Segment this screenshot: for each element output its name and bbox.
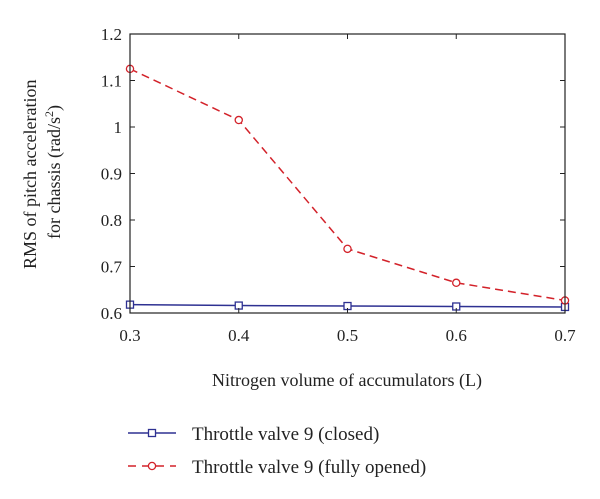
x-tick-label: 0.5 — [337, 326, 358, 345]
x-tick-label: 0.4 — [228, 326, 250, 345]
y-tick-label: 1.2 — [101, 25, 122, 44]
plot-marks — [125, 64, 570, 312]
tick-labels: 0.3 0.4 0.5 0.6 0.7 0.6 0.7 0.8 0.9 1 1.1 1.2 — [101, 25, 576, 345]
y-axis-label-line1: RMS of pitch acceleration — [20, 80, 40, 269]
y-axis-label: RMS of pitch acceleration for chassis (r… — [20, 75, 65, 269]
y-axis-label-line2: for chassis (rad/s2) — [42, 105, 65, 239]
legend-swatch-marker — [147, 428, 157, 438]
y-axis-label-suffix: ) — [44, 105, 65, 111]
data-point — [234, 115, 243, 125]
y-axis-label-prefix: for chassis (rad/s — [44, 117, 65, 239]
tick-marks — [129, 33, 566, 314]
y-tick-label: 1 — [114, 118, 123, 137]
y-axis-label-superscript: 2 — [42, 111, 56, 117]
data-point — [451, 278, 461, 288]
y-tick-label: 1.1 — [101, 72, 122, 91]
legend: Throttle valve 9 (closed) Throttle valve … — [128, 424, 426, 478]
x-tick-label: 0.6 — [446, 326, 467, 345]
plot-frame — [129, 33, 566, 314]
legend-label: Throttle valve 9 (fully opened) — [192, 457, 426, 478]
legend-swatch-marker — [147, 461, 157, 471]
y-tick-label: 0.6 — [101, 304, 122, 323]
y-tick-label: 0.7 — [101, 258, 123, 277]
legend-item: Throttle valve 9 (fully opened) — [128, 457, 426, 478]
x-tick-label: 0.3 — [119, 326, 140, 345]
legend-item: Throttle valve 9 (closed) — [128, 424, 379, 445]
legend-label: Throttle valve 9 (closed) — [192, 424, 379, 445]
y-tick-label: 0.8 — [101, 211, 122, 230]
y-tick-label: 0.9 — [101, 165, 122, 184]
x-tick-label: 0.7 — [554, 326, 576, 345]
series-2 — [125, 64, 570, 305]
data-point — [343, 244, 352, 254]
series-line — [129, 68, 566, 302]
x-axis-label: Nitrogen volume of accumulators (L) — [212, 370, 482, 391]
